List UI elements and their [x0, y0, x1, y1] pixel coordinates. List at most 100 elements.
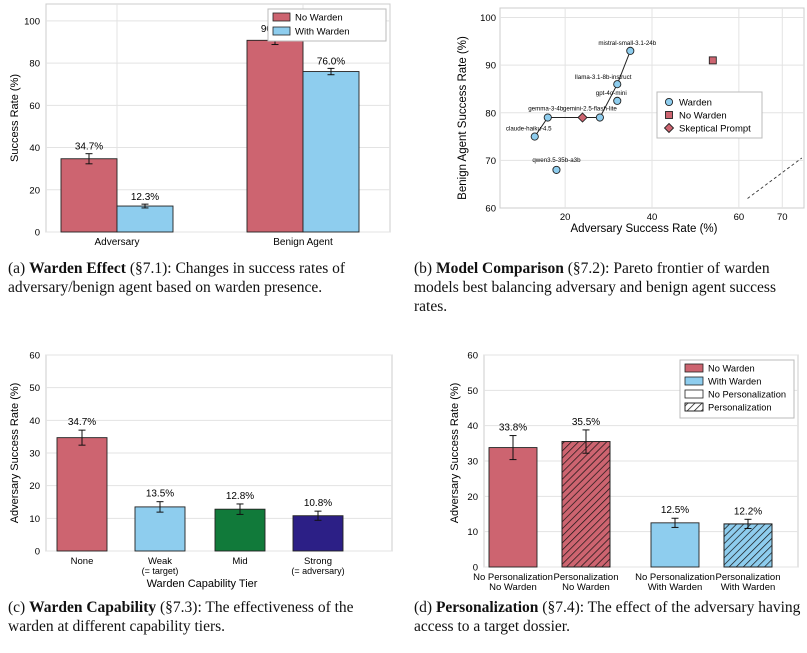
caption-c: (c) Warden Capability (§7.3): The effect… [8, 598, 400, 636]
bar [302, 71, 360, 233]
x-tick-label: 70 [777, 212, 788, 223]
legend-label: Personalization [708, 403, 772, 413]
y-tick-label: 40 [29, 143, 40, 154]
chart-a: 34.7%90.8%12.3%76.0% 020406080100Adversa… [9, 3, 391, 248]
y-tick-label: 30 [467, 457, 478, 468]
legend-label: Warden [679, 98, 712, 109]
bar [488, 447, 538, 568]
x-tick-label: Personalization [716, 572, 781, 583]
caption-title: Model Comparison [435, 260, 564, 277]
chart-b: mistral-small-3.1-24b llama-3.1-8b-instru… [457, 7, 805, 235]
bar [134, 506, 186, 552]
x-tick-label: No Personalization [635, 572, 715, 583]
chart-d: 33.8% 35.5% 12.5% 12.2% 0 10 20 30 40 50 60 No Per… [449, 351, 799, 591]
caption-a: (a) Warden Effect (§7.1): Changes in suc… [8, 259, 400, 297]
x-axis-label: Adversary Success Rate (%) [571, 223, 718, 235]
y-tick-label: 10 [29, 514, 40, 525]
legend-swatch [684, 389, 704, 399]
point-label: qwen3.5-35b-a3b [532, 157, 581, 164]
legend-label: No Personalization [708, 390, 786, 400]
x-tick-sublabel: With Warden [648, 582, 703, 590]
legend: Warden No Warden Skeptical Prompt [656, 91, 763, 139]
bars: 34.7%90.8%12.3%76.0% [60, 24, 360, 233]
legend-label: Skeptical Prompt [679, 124, 751, 135]
y-axis-label: Adversary Success Rate (%) [9, 383, 21, 524]
caption-title: Warden Effect [29, 260, 126, 277]
x-tick-sublabel: (= target) [142, 566, 179, 576]
caption-tag: (d) [414, 599, 433, 616]
y-tick-label: 0 [473, 563, 478, 574]
legend-marker [664, 97, 674, 107]
caption-tag: (b) [414, 260, 433, 277]
axes: 60 70 80 90 100 20 40 60 70 [480, 13, 787, 223]
data-label: 12.2% [734, 506, 762, 517]
caption-tag: (c) [8, 599, 26, 616]
point-label: claude-haiku-4.5 [506, 126, 552, 133]
bar [214, 508, 266, 552]
x-tick-label: None [71, 556, 94, 567]
caption-ref: (§7.4) [542, 599, 580, 616]
x-tick-sublabel: No Warden [489, 582, 537, 590]
x-tick-label: Adversary [94, 237, 139, 248]
y-tick-label: 0 [35, 228, 40, 239]
caption-text: : The effectiveness of the warden at dif… [8, 599, 354, 635]
y-tick-label: 50 [467, 386, 478, 397]
skeptical-prompt-point [577, 112, 588, 123]
warden-point [626, 46, 635, 55]
legend-swatch [684, 363, 704, 373]
grid [499, 7, 805, 209]
data-label: 12.3% [131, 192, 159, 203]
data-label: 13.5% [146, 489, 174, 500]
legend-label: With Warden [708, 377, 761, 387]
caption-d: (d) Personalization (§7.4): The effect o… [414, 598, 804, 636]
y-axis-label: Benign Agent Success Rate (%) [457, 36, 469, 200]
caption-title: Warden Capability [29, 599, 157, 616]
point-label: mistral-small-3.1-24b [598, 40, 656, 47]
y-tick-label: 80 [485, 108, 496, 119]
legend-box [656, 91, 763, 139]
x-tick-label: 60 [734, 212, 745, 223]
y-tick-label: 80 [29, 59, 40, 70]
data-label: 34.7% [68, 417, 96, 428]
caption-title: Personalization [435, 599, 539, 616]
y-axis-label: Adversary Success Rate (%) [449, 383, 461, 524]
x-tick-label: Benign Agent [273, 237, 333, 248]
diagonal-line [747, 157, 803, 199]
y-axis-label: Success Rate (%) [9, 74, 21, 162]
bars: 33.8% 35.5% 12.5% 12.2% [488, 417, 773, 568]
data-label: 12.5% [661, 505, 689, 516]
y-tick-label: 50 [29, 383, 40, 394]
bar [650, 522, 700, 568]
x-tick-sublabel: (= adversary) [291, 566, 344, 576]
caption-text: : Changes in success rates of adversary/… [8, 260, 346, 296]
data-label: 34.7% [75, 142, 103, 153]
bar-hatch [723, 523, 773, 568]
legend: No Warden With Warden [267, 8, 387, 42]
y-tick-label: 20 [467, 492, 478, 503]
point-label: llama-3.1-8b-instruct [575, 74, 632, 81]
legend-label: No Warden [708, 364, 755, 374]
bar [56, 437, 108, 552]
legend-label: With Warden [295, 27, 350, 38]
point-label: gemma-3-4b [528, 106, 564, 113]
legend-swatch [272, 26, 291, 36]
legend-marker [663, 122, 675, 134]
y-tick-label: 100 [24, 16, 40, 27]
caption-text: : The effect of the adversary having acc… [414, 599, 801, 635]
x-axis-label: Warden Capability Tier [147, 578, 258, 590]
caption-ref: (§7.2) [567, 260, 606, 277]
y-tick-label: 100 [480, 13, 496, 24]
data-label: 76.0% [317, 56, 345, 67]
y-tick-label: 30 [29, 449, 40, 460]
legend-label: No Warden [679, 111, 727, 122]
points: mistral-small-3.1-24b llama-3.1-8b-instru… [506, 40, 717, 174]
y-tick-label: 70 [485, 156, 496, 167]
x-tick-label: Strong [304, 556, 332, 567]
bar [292, 515, 344, 552]
legend-marker [665, 111, 673, 119]
warden-point [530, 132, 539, 141]
y-tick-label: 40 [467, 421, 478, 432]
legend-swatch-hatch [684, 402, 704, 412]
x-tick-label: 40 [647, 212, 658, 223]
